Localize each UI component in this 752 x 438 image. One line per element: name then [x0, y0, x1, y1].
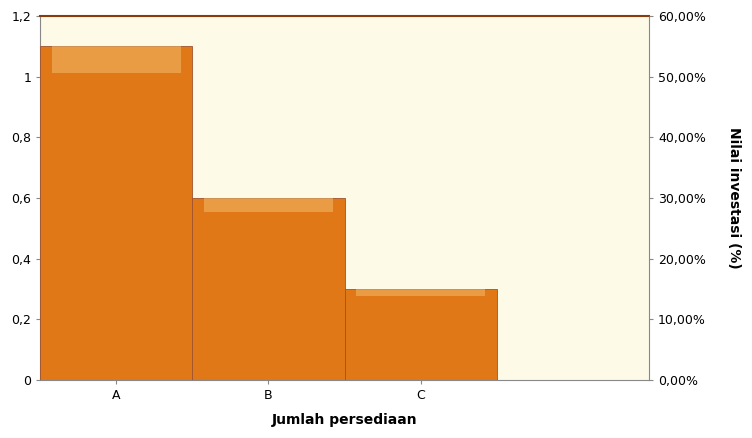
- Y-axis label: Nilai investasi (%): Nilai investasi (%): [727, 127, 741, 269]
- Bar: [40, 46, 193, 380]
- Bar: [204, 198, 333, 212]
- Bar: [193, 198, 344, 380]
- Bar: [344, 289, 497, 380]
- X-axis label: Jumlah persediaan: Jumlah persediaan: [271, 413, 417, 427]
- Bar: [356, 289, 485, 296]
- Bar: [52, 46, 181, 73]
